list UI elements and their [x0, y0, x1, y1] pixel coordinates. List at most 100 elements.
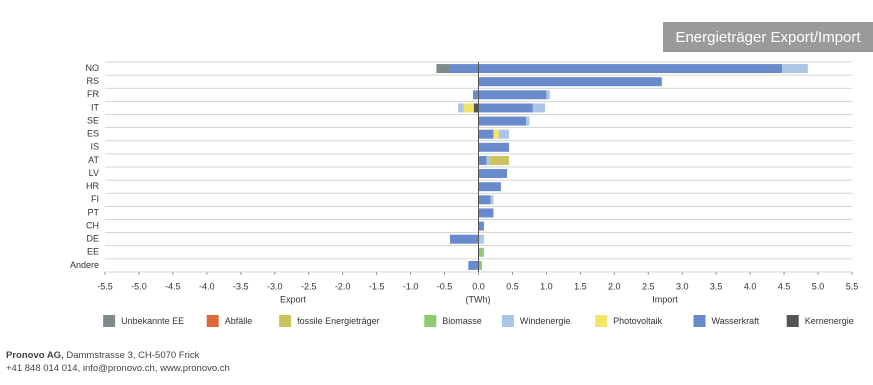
y-tick-label: PT: [87, 207, 99, 217]
x-tick-label: -5.0: [131, 281, 147, 291]
bar-segment: [532, 103, 546, 113]
bar-segment: [478, 116, 527, 126]
bar-segment: [478, 234, 484, 244]
bar-segment: [463, 103, 474, 113]
legend-label: Wasserkraft: [712, 316, 760, 326]
footer-company: Pronovo AG,: [6, 350, 64, 361]
bar-segment: [478, 260, 482, 270]
y-tick-label: LV: [89, 168, 99, 178]
x-tick-label: 3.5: [710, 281, 723, 291]
x-tick-label: 5.0: [812, 281, 825, 291]
y-tick-label: NO: [86, 63, 100, 73]
legend-swatch: [786, 315, 799, 327]
chart-title: Energieträger Export/Import: [675, 29, 861, 46]
bar-segment: [478, 129, 494, 139]
x-tick-label: -3.0: [267, 281, 283, 291]
bar-segment: [526, 116, 530, 126]
x-label-import: Import: [652, 294, 678, 304]
legend-swatch: [424, 315, 437, 327]
bar-segment: [449, 64, 479, 74]
y-tick-label: CH: [86, 220, 99, 230]
legend-swatch: [103, 315, 116, 327]
bar-segment: [493, 129, 499, 139]
x-tick-label: 0.0: [472, 281, 485, 291]
bar-segment: [478, 169, 508, 179]
bar-segment: [490, 155, 510, 165]
x-tick-label: -0.5: [437, 281, 453, 291]
bar-segment: [478, 77, 662, 87]
bar-segment: [473, 90, 479, 100]
bar-segment: [546, 90, 550, 100]
y-tick-label: ES: [87, 129, 99, 139]
y-tick-label: RS: [86, 76, 99, 86]
x-tick-label: 5.5: [846, 281, 859, 291]
x-tick-label: 2.5: [642, 281, 655, 291]
footer-line-2: +41 848 014 014, info@pronovo.ch, www.pr…: [6, 363, 230, 374]
legend-swatch: [206, 315, 219, 327]
legend-label: Unbekannte EE: [121, 316, 184, 326]
bar-segment: [486, 155, 491, 165]
y-tick-label: SE: [87, 115, 99, 125]
bar-segment: [478, 221, 484, 231]
bar-segment: [478, 195, 491, 205]
legend-label: Kernenergie: [805, 316, 854, 326]
y-tick-label: HR: [86, 181, 99, 191]
footer-line-1: Pronovo AG, Dammstrasse 3, CH-5070 Frick: [6, 350, 199, 361]
bar-segment: [449, 234, 479, 244]
bar-segment: [490, 195, 494, 205]
bar-segment: [458, 103, 464, 113]
y-tick-label: IT: [91, 102, 100, 112]
x-tick-label: -1.5: [369, 281, 385, 291]
legend-label: Abfälle: [225, 316, 253, 326]
bar-segment: [478, 90, 547, 100]
x-tick-label: 1.0: [540, 281, 553, 291]
title-box: [663, 22, 873, 52]
x-tick-label: 0.5: [506, 281, 519, 291]
x-label-unit: (TWh): [466, 294, 491, 304]
x-label-export: Export: [280, 294, 307, 304]
bar-segment: [478, 142, 510, 152]
x-tick-label: -1.0: [403, 281, 419, 291]
legend-label: Biomasse: [442, 316, 482, 326]
bar-segment: [478, 208, 494, 218]
legend-label: fossile Energieträger: [297, 316, 380, 326]
bar-segment: [478, 103, 533, 113]
x-tick-label: -4.5: [165, 281, 181, 291]
x-tick-label: 1.5: [574, 281, 587, 291]
bar-segment: [782, 64, 808, 74]
x-tick-label: -2.0: [335, 281, 351, 291]
bar-segment: [478, 64, 783, 74]
x-tick-label: 2.0: [608, 281, 621, 291]
legend-label: Windenergie: [520, 316, 571, 326]
y-tick-label: FI: [91, 194, 99, 204]
legend-swatch: [693, 315, 706, 327]
legend-swatch: [279, 315, 292, 327]
bar-segment: [468, 260, 479, 270]
chart: Energieträger Export/Import Export (TWh)…: [70, 22, 873, 327]
y-tick-label: IS: [90, 142, 99, 152]
x-tick-label: -3.5: [233, 281, 249, 291]
x-tick-label: -2.5: [301, 281, 317, 291]
bar-segment: [436, 64, 450, 74]
x-tick-label: 4.5: [778, 281, 791, 291]
x-tick-label: -4.0: [199, 281, 215, 291]
bar-segment: [478, 247, 484, 257]
bar-segment: [478, 182, 501, 192]
x-tick-label: 3.0: [676, 281, 689, 291]
y-tick-label: FR: [87, 89, 99, 99]
x-tick-label: 4.0: [744, 281, 757, 291]
y-tick-label: EE: [87, 247, 99, 257]
legend-swatch: [595, 315, 608, 327]
y-tick-label: DE: [86, 234, 99, 244]
legend-label: Photovoltaik: [613, 316, 663, 326]
legend-swatch: [501, 315, 514, 327]
bar-segment: [473, 103, 479, 113]
footer-address: Dammstrasse 3, CH-5070 Frick: [66, 350, 200, 361]
bar-segment: [478, 155, 487, 165]
x-tick-label: -5.5: [97, 281, 113, 291]
y-tick-label: AT: [88, 155, 99, 165]
y-tick-label: Andere: [70, 260, 99, 270]
bar-segment: [498, 129, 510, 139]
